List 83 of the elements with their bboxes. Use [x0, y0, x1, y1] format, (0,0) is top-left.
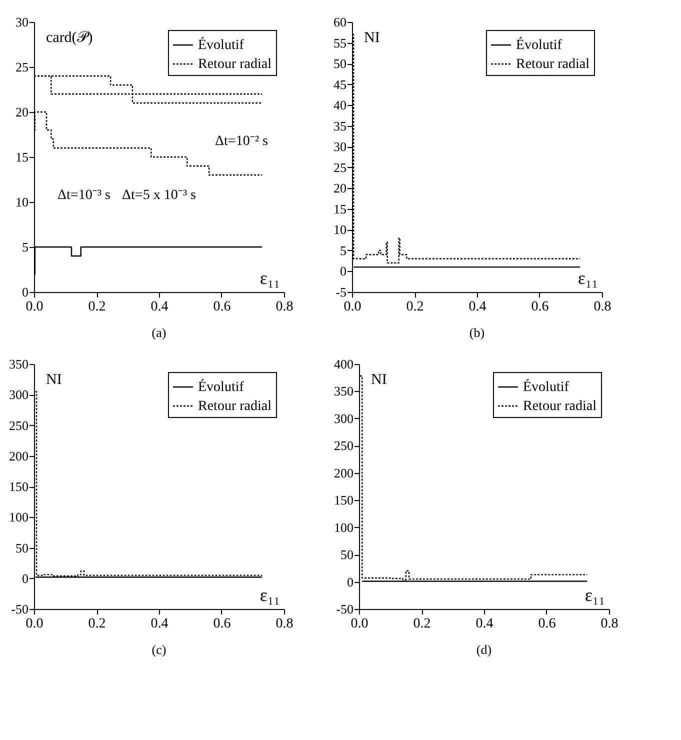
y-tick-label: 100	[334, 520, 354, 535]
x-tick-label: 0.4	[476, 616, 494, 632]
y-tick-label: 400	[334, 356, 354, 372]
legend-label: Retour radial	[523, 399, 597, 414]
x-tick-label: 0.6	[538, 616, 556, 632]
y-tick-label: 250	[9, 418, 28, 433]
x-tick-label: 0.0	[350, 616, 368, 632]
annotation: Δt=10⁻² s	[215, 134, 268, 149]
annotation: Δt=5 x 10⁻³ s	[122, 188, 196, 203]
y-tick-label: 10	[16, 194, 28, 210]
x-tick-label: 0.4	[150, 616, 168, 632]
y-axis-title: NI	[46, 372, 62, 388]
y-tick-label: 30	[334, 139, 346, 154]
y-tick-label: 350	[9, 356, 28, 372]
y-tick-label: 10	[334, 222, 346, 238]
y-tick-label: 50	[340, 547, 354, 562]
y-tick-label: -5	[336, 284, 346, 300]
legend-label: Évolutif	[198, 36, 244, 53]
x-tick-label: 0.0	[344, 300, 362, 314]
y-axis-title: NI	[364, 30, 380, 46]
y-tick-label: 350	[334, 384, 354, 399]
x-tick-label: 0.4	[150, 300, 168, 314]
legend-label: Retour radial	[516, 57, 590, 72]
y-tick-label: 100	[9, 510, 28, 525]
y-tick-label: 25	[16, 60, 28, 74]
text: (d)	[476, 642, 492, 657]
y-tick-label: 5	[22, 240, 28, 254]
x-axis-title: ε₁₁	[260, 585, 280, 605]
y-tick-label: 35	[334, 118, 346, 134]
y-tick-label: 0	[340, 264, 346, 279]
y-axis-title: NI	[371, 372, 387, 388]
y-axis-title: card(𝒫)	[46, 30, 93, 46]
x-tick-label: 0.2	[88, 300, 106, 314]
x-axis-title: ε₁₁	[584, 585, 605, 605]
y-tick-label: 200	[9, 448, 28, 464]
y-tick-label: 300	[9, 387, 28, 402]
legend-label: Retour radial	[198, 399, 272, 414]
y-tick-label: 300	[334, 410, 354, 426]
y-tick-label: 50	[16, 540, 28, 556]
x-tick-label: 0.2	[88, 616, 106, 632]
y-tick-label: 55	[334, 35, 346, 50]
y-tick-label: 45	[334, 76, 346, 92]
legend-label: Évolutif	[198, 378, 244, 395]
legend-label: Évolutif	[523, 378, 570, 395]
x-tick-label: 0.8	[276, 616, 294, 632]
x-tick-label: 0.8	[594, 300, 612, 314]
x-tick-label: 0.6	[213, 616, 231, 632]
x-tick-label: 0.6	[213, 300, 231, 314]
y-tick-label: -50	[336, 602, 354, 616]
x-tick-label: 0.4	[468, 300, 486, 314]
y-tick-label: 20	[334, 180, 346, 196]
y-tick-label: 250	[334, 438, 354, 454]
y-tick-label: 150	[334, 492, 354, 508]
x-tick-label: 0.0	[26, 616, 44, 632]
y-tick-label: 25	[334, 160, 346, 175]
y-tick-label: 15	[334, 201, 346, 216]
text: (c)	[152, 642, 166, 657]
text: (a)	[152, 325, 166, 340]
y-tick-label: 30	[16, 14, 28, 30]
x-tick-label: 0.2	[406, 300, 424, 314]
x-tick-label: 0.8	[276, 300, 294, 314]
y-tick-label: 40	[334, 98, 346, 113]
text: (b)	[469, 325, 485, 340]
y-tick-label: 15	[16, 150, 28, 164]
y-tick-label: 0	[347, 574, 354, 590]
y-tick-label: 50	[334, 56, 346, 72]
y-tick-label: 5	[340, 242, 346, 258]
x-tick-label: 0.0	[26, 300, 44, 314]
y-tick-label: 60	[334, 14, 346, 30]
y-tick-label: 150	[9, 479, 28, 494]
annotation: Δt=10⁻³ s	[58, 188, 110, 203]
y-tick-label: 0	[22, 570, 28, 586]
y-tick-label: 0	[22, 284, 28, 300]
x-axis-title: ε₁₁	[260, 268, 280, 288]
legend-label: Retour radial	[198, 57, 272, 72]
legend-label: Évolutif	[516, 36, 562, 53]
x-axis-title: ε₁₁	[578, 268, 598, 288]
x-tick-label: 0.2	[413, 616, 431, 632]
y-tick-label: -50	[11, 602, 28, 616]
y-tick-label: 200	[334, 465, 354, 480]
y-tick-label: 20	[16, 104, 28, 120]
x-tick-label: 0.6	[531, 300, 549, 314]
x-tick-label: 0.8	[600, 616, 618, 632]
